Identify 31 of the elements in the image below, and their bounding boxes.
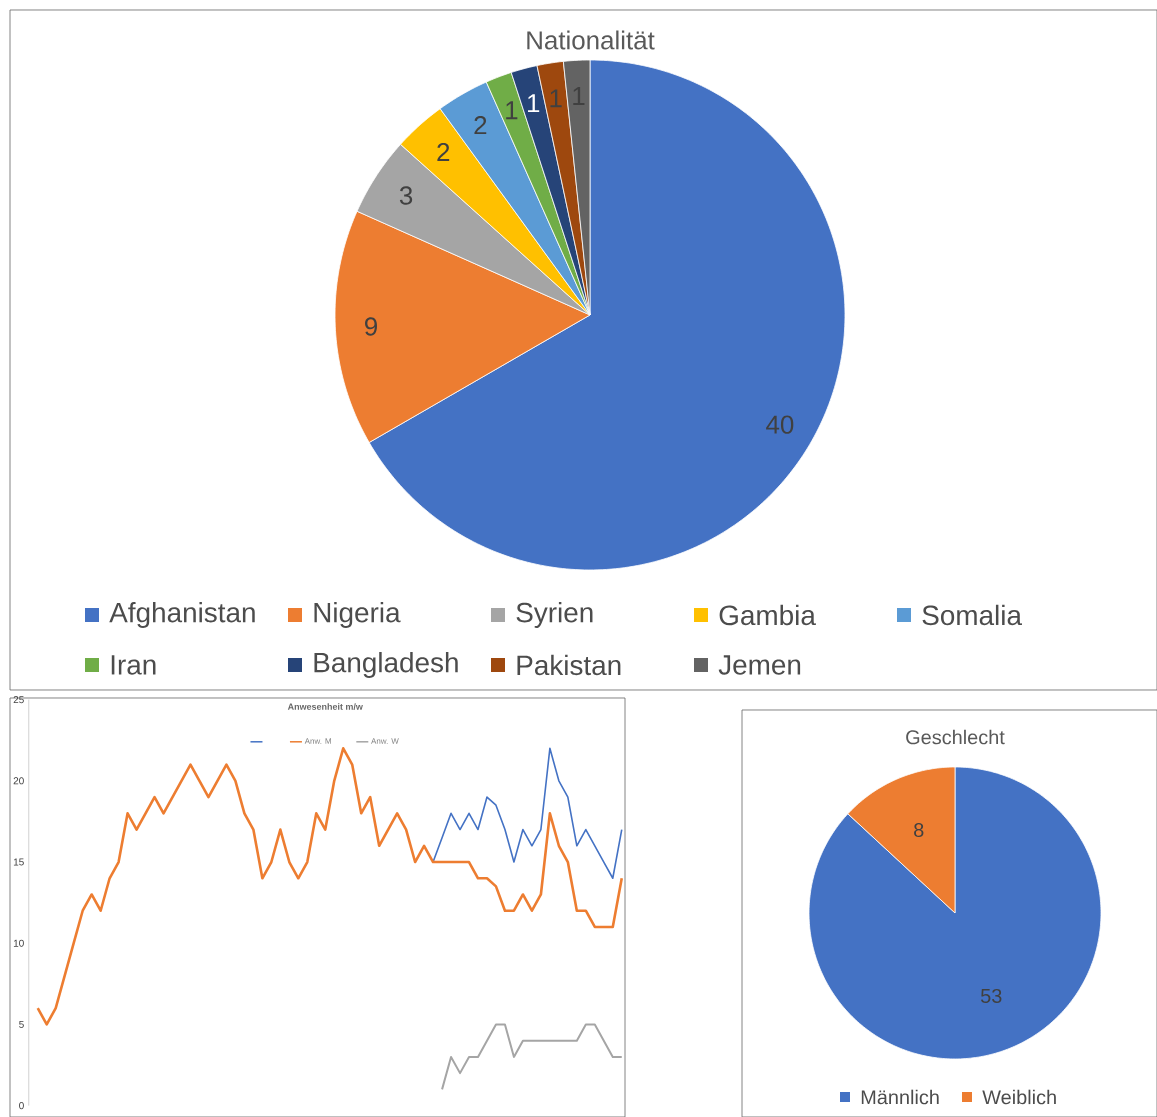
legend-label: Afghanistan bbox=[109, 602, 255, 628]
data-label: 40 bbox=[766, 415, 794, 434]
data-label: 1 bbox=[528, 94, 540, 113]
data-label: 9 bbox=[365, 317, 377, 336]
data-label: 1 bbox=[550, 89, 562, 108]
chart-title: Geschlecht bbox=[906, 729, 1005, 745]
data-label: 53 bbox=[980, 988, 1002, 1003]
data-label: 2 bbox=[474, 116, 487, 135]
legend-label: Männlich bbox=[861, 1089, 939, 1105]
y-tick-label: 25 bbox=[13, 696, 24, 704]
chart-title: Anwesenheit m/w bbox=[287, 703, 363, 710]
legend-label: Bangladesh bbox=[314, 652, 458, 678]
data-label: 8 bbox=[914, 822, 924, 838]
legend-label: Somalia bbox=[922, 604, 1022, 626]
y-tick-label: 10 bbox=[13, 939, 24, 947]
y-tick-label: 15 bbox=[13, 858, 24, 866]
legend-label: Nigeria bbox=[314, 602, 401, 628]
chart-title: Nationalität bbox=[527, 30, 655, 50]
data-label: 3 bbox=[399, 186, 413, 205]
y-tick-label: 20 bbox=[13, 777, 24, 785]
line-series bbox=[432, 747, 623, 880]
y-tick-label: 0 bbox=[19, 1102, 24, 1110]
legend-label: Gambia bbox=[719, 604, 816, 626]
legend-label: Jemen bbox=[718, 655, 801, 675]
legend-label: Syrien bbox=[516, 602, 593, 628]
legend-label: Iran bbox=[111, 655, 156, 675]
y-tick-label: 5 bbox=[19, 1020, 24, 1028]
data-label: 1 bbox=[506, 101, 518, 120]
legend-label: Weiblich bbox=[982, 1089, 1056, 1105]
data-label: 2 bbox=[437, 142, 450, 162]
legend-label: Pakistan bbox=[517, 654, 621, 676]
